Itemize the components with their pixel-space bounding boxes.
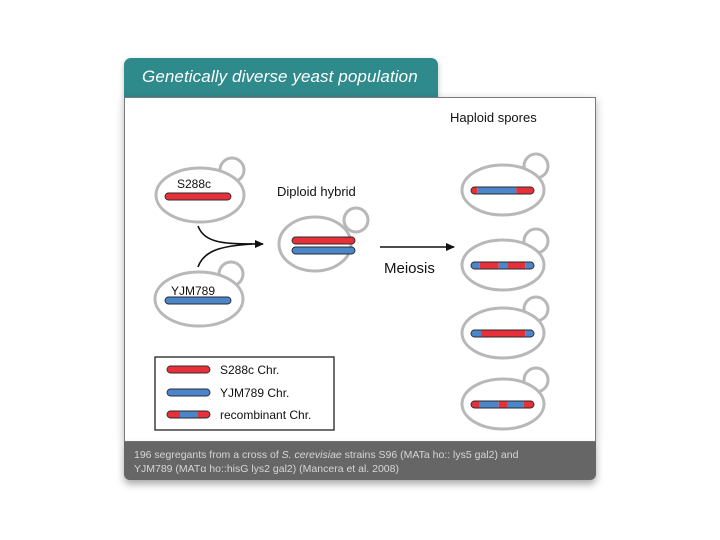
legend-swatch-recombinant: [166, 410, 211, 419]
cross-arrow-top: [197, 225, 264, 248]
legend-label-recombinant: recombinant Chr.: [220, 408, 311, 422]
chromosomes-layer: [164, 186, 535, 409]
s288c-chromosome: [164, 192, 232, 201]
legend-label-yjm789: YJM789 Chr.: [220, 386, 289, 400]
hybrid-chromosome-yjm789: [291, 246, 356, 255]
yjm789-cell: [153, 260, 245, 328]
cross-arrow-bottom: [197, 243, 253, 268]
spore-1-chromosome: [470, 186, 535, 195]
caption-species: S. cerevisiae: [281, 449, 342, 461]
spore-cell-2: [460, 227, 550, 292]
spore-2-chromosome: [470, 261, 535, 270]
figure-title: Genetically diverse yeast population: [142, 67, 418, 86]
spore-cell-1: [460, 152, 550, 217]
parent-2-label: YJM789: [171, 284, 215, 298]
legend-label-s288c: S288c Chr.: [220, 363, 279, 377]
spores-label: Haploid spores: [450, 110, 537, 125]
spore-4-chromosome: [470, 400, 535, 409]
legend-swatch-yjm789: [166, 388, 211, 397]
caption-line-1-pre: 196 segregants from a cross of: [134, 449, 282, 461]
hybrid-chromosome-s288c: [291, 236, 356, 245]
yjm789-chromosome: [164, 296, 232, 305]
caption-footer: 196 segregants from a cross of S. cerevi…: [124, 442, 596, 480]
spore-3-chromosome: [470, 329, 535, 338]
legend-swatch-s288c: [166, 365, 211, 374]
spore-cell-3: [460, 295, 550, 360]
parent-1-label: S288c: [177, 177, 211, 191]
hybrid-label: Diploid hybrid: [277, 184, 356, 199]
meiosis-label: Meiosis: [384, 260, 435, 277]
caption-line-2: YJM789 (MATα ho::hisG lys2 gal2) (Mancer…: [134, 463, 399, 475]
spore-cell-4: [460, 366, 550, 431]
caption-line-1: 196 segregants from a cross of S. cerevi…: [134, 448, 586, 462]
title-tab: Genetically diverse yeast population: [124, 58, 438, 98]
caption-line-1-post: strains S96 (MATa ho:: lys5 gal2) and: [341, 449, 519, 461]
